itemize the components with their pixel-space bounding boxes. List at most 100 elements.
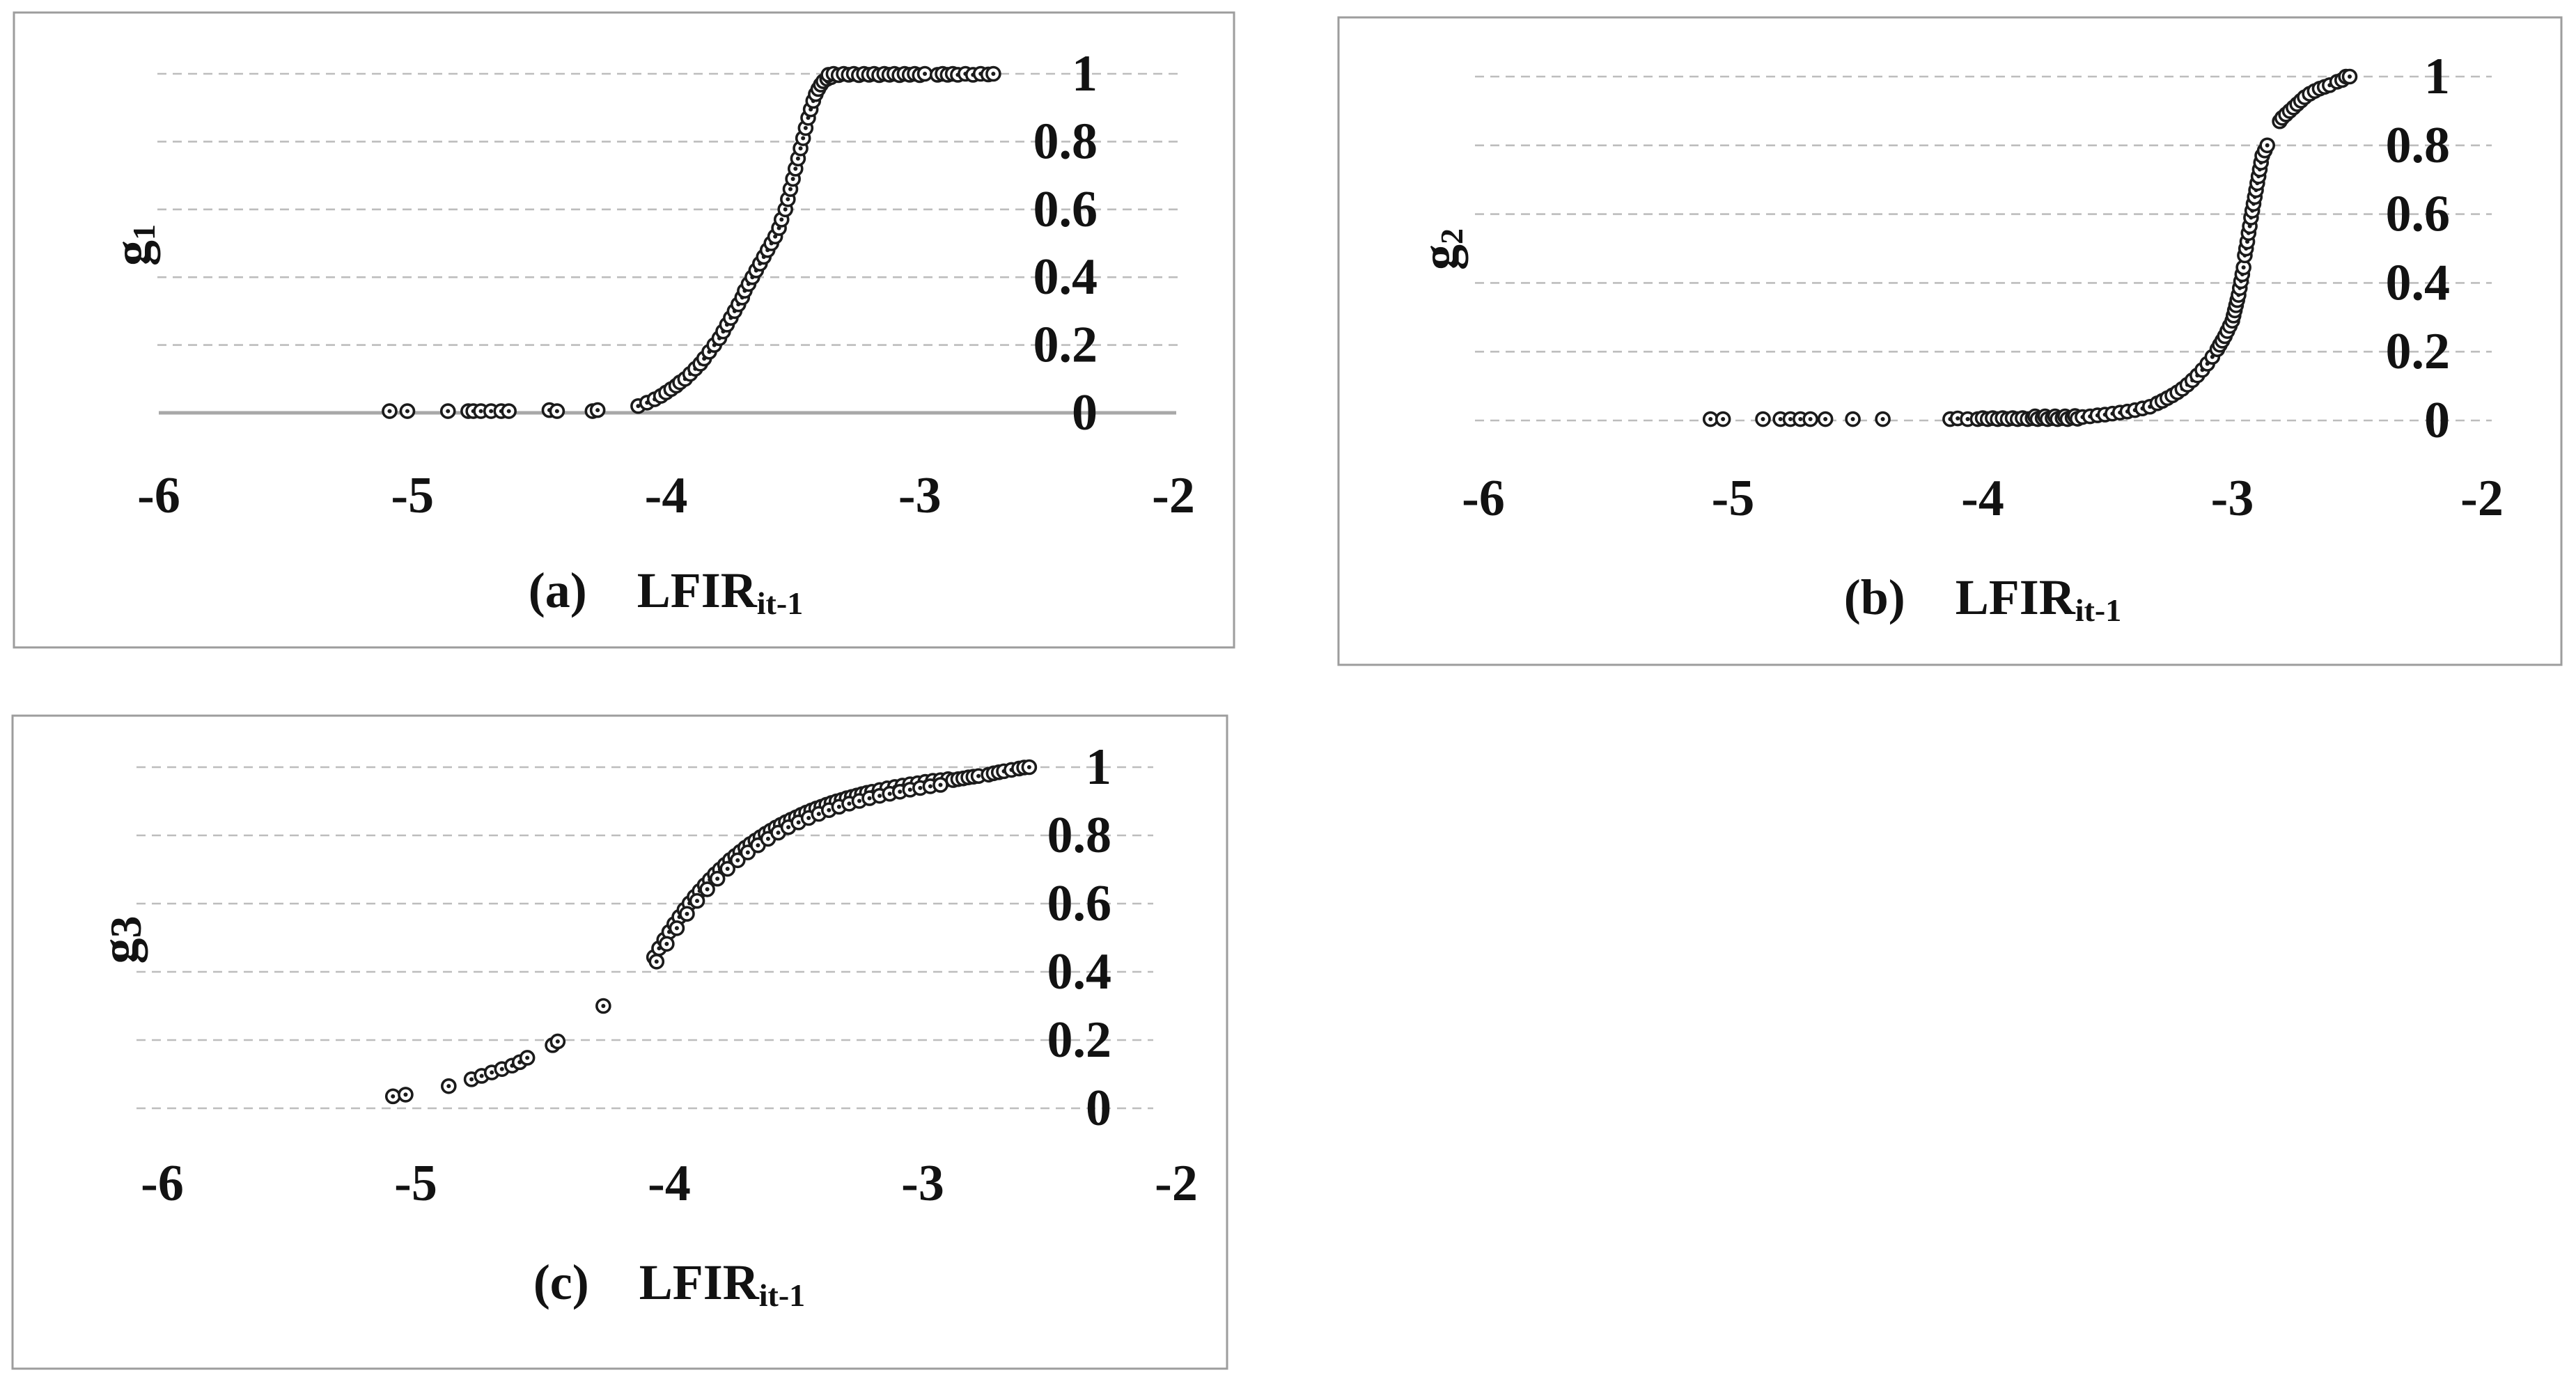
- y-axis-title: g1: [104, 224, 162, 266]
- y-tick-label: 0.6: [1033, 181, 1098, 238]
- x-tick-label: -2: [2460, 470, 2504, 527]
- x-tick-label: -5: [391, 467, 434, 524]
- axis-caption: (c) LFIRit-1: [533, 1254, 805, 1313]
- chart-a: 10.80.60.40.20-6 -5 -4 -3 -2g1(a) LFIRit-1: [13, 11, 1235, 649]
- y-tick-label: 0.2: [1033, 317, 1098, 374]
- data-point-dot: [555, 1039, 560, 1044]
- data-point-dot: [847, 801, 852, 806]
- data-point-dot: [554, 409, 559, 414]
- y-tick-label: 1: [1072, 45, 1098, 102]
- data-point-dot: [783, 207, 788, 212]
- data-point-dot: [479, 1073, 484, 1078]
- data-point-dot: [976, 773, 981, 778]
- panel-border: [1337, 16, 2563, 666]
- data-point-dot: [391, 1094, 396, 1099]
- data-point-dot: [1850, 417, 1855, 422]
- y-axis-title-sub: 1: [126, 224, 162, 240]
- y-tick-label: 0.4: [1033, 249, 1098, 306]
- data-point-dot: [991, 72, 996, 76]
- x-tick-label: -6: [1462, 470, 1505, 527]
- x-tick-label: -4: [1961, 470, 2004, 527]
- data-point-dot: [469, 1077, 474, 1082]
- data-point-dot: [793, 166, 798, 171]
- data-point-dot: [506, 409, 511, 414]
- data-point-dot: [923, 72, 928, 76]
- y-axis-title: g3: [91, 916, 150, 964]
- y-axis-title-base: g: [91, 938, 148, 964]
- data-point-dot: [2241, 265, 2246, 270]
- x-tick-label: -6: [137, 467, 180, 524]
- data-point-dot: [705, 887, 710, 892]
- x-tick-label: -6: [141, 1155, 184, 1212]
- data-point-dot: [798, 146, 803, 151]
- data-point-dot: [1027, 765, 1031, 769]
- y-axis-title-base: g: [1412, 244, 1469, 270]
- data-point-dot: [918, 785, 923, 790]
- gridlines: [1475, 75, 2492, 422]
- data-point-dot: [816, 812, 821, 817]
- x-tick-label: -3: [2211, 470, 2254, 527]
- data-point-dot: [756, 843, 760, 848]
- x-tick-label: -2: [1155, 1155, 1198, 1212]
- data-point-dot: [938, 782, 943, 787]
- y-tick-label: 0.8: [1033, 113, 1098, 170]
- x-tick-label: -5: [1712, 470, 1755, 527]
- data-point-dot: [2347, 74, 2352, 79]
- x-tick-label: -2: [1152, 467, 1195, 524]
- data-point-dot: [1798, 417, 1803, 422]
- data-point-dot: [525, 1055, 530, 1060]
- y-tick-label: 1: [1086, 739, 1111, 796]
- data-point-dot: [499, 1067, 504, 1071]
- gridlines: [157, 72, 1178, 346]
- x-tick-label: -4: [645, 467, 688, 524]
- data-point-dot: [786, 197, 790, 202]
- data-point-dot: [1778, 417, 1783, 422]
- x-tick-label: -3: [901, 1155, 944, 1212]
- data-point-dot: [1708, 417, 1713, 422]
- data-point-dot: [695, 899, 700, 904]
- data-point-dot: [403, 1092, 408, 1097]
- x-tick-label: -5: [394, 1155, 437, 1212]
- axis-caption-main: (c) LFIR: [533, 1254, 760, 1310]
- data-point-dot: [907, 787, 912, 792]
- data-point-dot: [489, 409, 494, 414]
- data-point-dot: [745, 850, 750, 855]
- y-tick-label: 0.2: [1047, 1012, 1112, 1069]
- x-tick-label: -4: [648, 1155, 691, 1212]
- y-tick-label: 0: [2424, 392, 2450, 449]
- data-point-dot: [685, 911, 689, 916]
- data-point-dot: [1823, 417, 1828, 422]
- data-point-dot: [446, 409, 451, 414]
- data-point-dot: [446, 1084, 451, 1089]
- y-tick-label: 0.8: [2386, 117, 2451, 174]
- axis-caption-sub: it-1: [757, 585, 803, 621]
- y-tick-label: 0.6: [2386, 186, 2451, 243]
- data-point-dot: [887, 792, 892, 796]
- data-point-dot: [490, 1070, 494, 1075]
- data-point-dot: [790, 176, 795, 181]
- y-axis-title-sub: 2: [1434, 228, 1469, 244]
- data-point-dot: [796, 820, 801, 825]
- data-point-dot: [478, 409, 483, 414]
- axis-caption-sub: it-1: [759, 1277, 805, 1313]
- data-point-dot: [877, 794, 882, 798]
- data-point-dot: [715, 876, 720, 881]
- data-point-dot: [786, 825, 791, 830]
- data-point-dot: [779, 217, 784, 222]
- data-point-dot: [664, 941, 669, 946]
- data-point-dot: [1956, 416, 1960, 421]
- y-axis-title-sub: 3: [101, 916, 150, 938]
- data-point-dot: [1965, 417, 1970, 422]
- data-point-dot: [928, 784, 932, 789]
- data-point-dot: [674, 926, 679, 931]
- data-point-dot: [1761, 417, 1765, 422]
- axis-caption: (a) LFIRit-1: [529, 562, 803, 621]
- data-point-dot: [867, 796, 872, 801]
- data-point-dot: [776, 831, 781, 835]
- data-point-dot: [765, 836, 770, 841]
- axis-caption-main: (a) LFIR: [529, 562, 758, 618]
- y-axis-title-base: g: [104, 240, 161, 266]
- data-point-dot: [595, 408, 600, 413]
- data-point-dot: [857, 798, 861, 803]
- data-point-dot: [806, 816, 811, 821]
